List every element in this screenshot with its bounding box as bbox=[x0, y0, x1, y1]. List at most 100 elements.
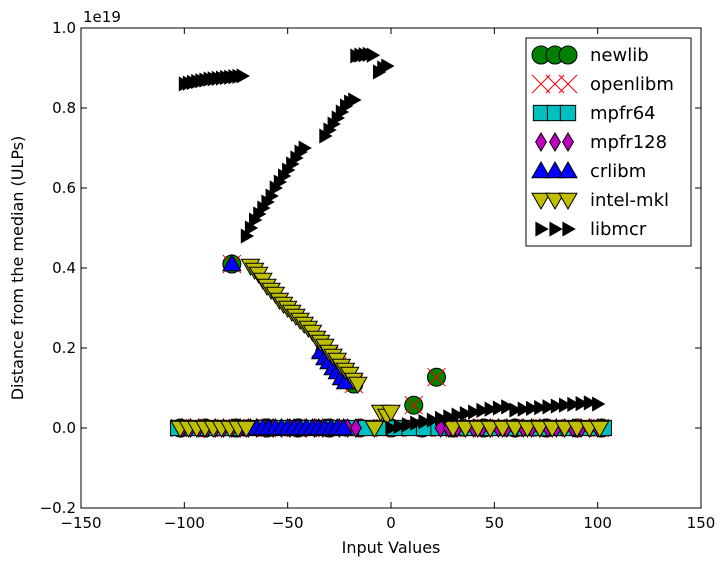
intel-mkl-point bbox=[567, 420, 587, 439]
legend-label: crlibm bbox=[590, 161, 646, 182]
libmcr-point bbox=[435, 410, 449, 426]
x-tick-label: −100 bbox=[164, 514, 205, 532]
series-crlibm bbox=[222, 253, 356, 436]
mpfr128-point bbox=[349, 418, 362, 438]
legend-marker bbox=[558, 74, 578, 94]
intel-mkl-point bbox=[480, 420, 501, 439]
intel-mkl-point bbox=[589, 420, 610, 439]
intel-mkl-point bbox=[381, 404, 401, 423]
legend-label: mpfr64 bbox=[590, 103, 656, 124]
intel-mkl-point bbox=[364, 420, 385, 439]
libmcr-point bbox=[509, 402, 523, 418]
legend-marker bbox=[545, 74, 565, 94]
libmcr-point bbox=[559, 397, 573, 413]
x-axis-title: Input Values bbox=[342, 538, 441, 557]
libmcr-point bbox=[501, 399, 515, 415]
libmcr-point bbox=[550, 398, 565, 414]
legend-marker bbox=[545, 160, 565, 179]
legend-label: mpfr128 bbox=[590, 132, 667, 153]
legend-item-newlib: newlib bbox=[531, 45, 649, 66]
legend-marker bbox=[559, 104, 577, 122]
intel-mkl-point bbox=[236, 420, 257, 439]
series-libmcr bbox=[178, 46, 606, 436]
x-tick-label: −50 bbox=[272, 514, 304, 532]
intel-mkl-point bbox=[517, 420, 538, 439]
intel-mkl-point bbox=[455, 420, 476, 439]
legend-item-openlibm: openlibm bbox=[531, 74, 674, 95]
y-tick-label: 0.4 bbox=[52, 259, 76, 277]
intel-mkl-point bbox=[467, 420, 488, 439]
legend-label: newlib bbox=[590, 45, 649, 66]
crlibm-point bbox=[333, 417, 354, 436]
legend-label: intel-mkl bbox=[590, 190, 669, 211]
legend-marker bbox=[531, 74, 551, 94]
libmcr-point bbox=[451, 407, 465, 423]
y-axis-title: Distance from the median (ULPs) bbox=[8, 136, 27, 401]
legend: newlib openlibm mpfr64 mpfr128 crlibm intel-m… bbox=[525, 37, 692, 247]
legend-marker bbox=[558, 45, 578, 65]
libmcr-point bbox=[542, 399, 556, 415]
libmcr-point bbox=[484, 401, 499, 417]
x-tick-label: 50 bbox=[485, 514, 504, 532]
legend-marker bbox=[562, 132, 574, 152]
legend-label: openlibm bbox=[590, 74, 674, 95]
legend-item-mpfr64: mpfr64 bbox=[532, 103, 656, 124]
plot-markers bbox=[169, 46, 613, 439]
libmcr-point bbox=[381, 58, 395, 74]
libmcr-point bbox=[517, 401, 532, 417]
libmcr-point bbox=[592, 396, 606, 412]
libmcr-point bbox=[583, 395, 598, 411]
y-tick-label: 1.0 bbox=[52, 19, 76, 37]
legend-item-libmcr: libmcr bbox=[535, 219, 647, 240]
axis-ticks: −150 −100 −50 0 50 100 150 −0.2 0.0 0.2 0.4 0.6 0.8 1… bbox=[40, 19, 716, 532]
legend-item-intel-mkl: intel-mkl bbox=[531, 190, 669, 211]
legend-marker bbox=[558, 160, 578, 179]
libmcr-point bbox=[402, 417, 416, 433]
legend-marker bbox=[531, 192, 551, 211]
y-tick-label: −0.2 bbox=[40, 499, 76, 517]
libmcr-point bbox=[443, 409, 457, 425]
openlibm-point bbox=[427, 367, 446, 387]
libmcr-point bbox=[476, 402, 490, 418]
legend-marker bbox=[558, 192, 578, 211]
series-intel-mkl bbox=[170, 258, 610, 439]
x-tick-label: 150 bbox=[687, 514, 716, 532]
legend-marker bbox=[532, 104, 550, 122]
libmcr-point bbox=[348, 92, 362, 108]
crlibm-point bbox=[222, 253, 242, 272]
libmcr-point bbox=[236, 68, 251, 84]
intel-mkl-point bbox=[505, 420, 525, 439]
intel-mkl-point bbox=[554, 420, 575, 439]
openlibm-point bbox=[404, 395, 424, 415]
libmcr-point bbox=[410, 415, 424, 431]
x-tick-label: 0 bbox=[386, 514, 396, 532]
intel-mkl-point bbox=[492, 420, 513, 439]
legend-marker bbox=[562, 221, 576, 237]
legend-marker bbox=[549, 132, 561, 152]
libmcr-point bbox=[526, 400, 540, 416]
intel-mkl-point bbox=[348, 376, 368, 395]
libmcr-point bbox=[366, 47, 381, 63]
x-tick-label: −150 bbox=[60, 514, 101, 532]
intel-mkl-point bbox=[542, 420, 563, 439]
legend-marker bbox=[531, 160, 551, 179]
x-tick-label: 100 bbox=[583, 514, 612, 532]
libmcr-point bbox=[459, 406, 474, 422]
legend-marker bbox=[535, 221, 549, 237]
libmcr-point bbox=[393, 418, 408, 434]
libmcr-point bbox=[492, 400, 507, 416]
libmcr-point bbox=[298, 140, 312, 156]
libmcr-point bbox=[534, 400, 548, 416]
y-tick-label: 0.0 bbox=[52, 419, 76, 437]
legend-label: libmcr bbox=[590, 219, 647, 240]
libmcr-point bbox=[575, 396, 589, 412]
legend-marker bbox=[535, 132, 547, 152]
legend-item-mpfr128: mpfr128 bbox=[535, 132, 667, 153]
libmcr-point bbox=[468, 404, 482, 420]
intel-mkl-point bbox=[529, 420, 550, 439]
libmcr-point bbox=[426, 412, 441, 428]
legend-marker bbox=[549, 221, 563, 237]
y-offset-label: 1e19 bbox=[83, 8, 121, 26]
legend-marker bbox=[545, 192, 565, 211]
